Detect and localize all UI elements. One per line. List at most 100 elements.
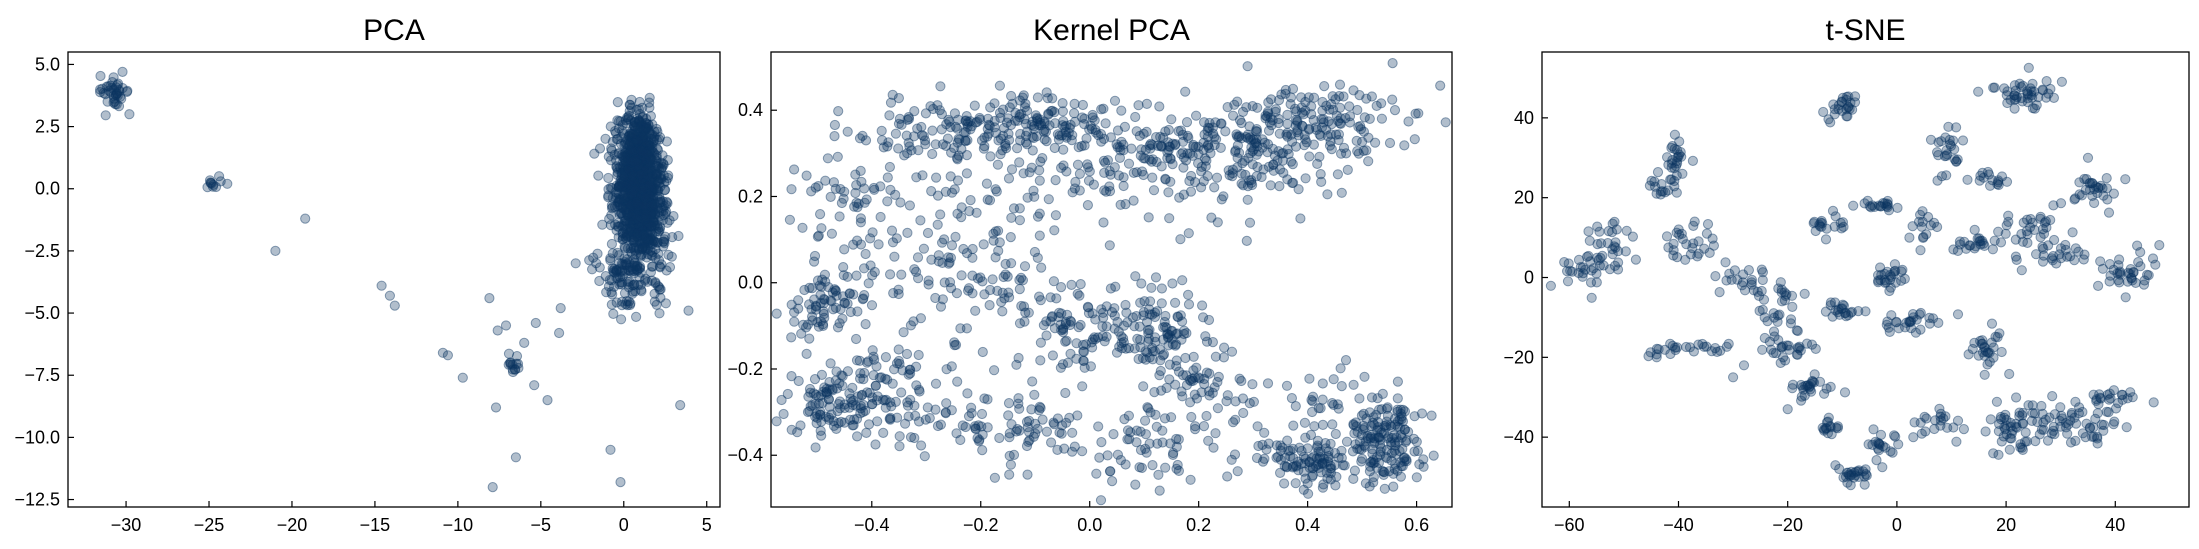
scatter-point-kernel-pca [1354, 393, 1365, 404]
scatter-point-pca [643, 197, 654, 208]
scatter-point-kernel-pca [1147, 172, 1158, 183]
scatter-point-kernel-pca [1164, 141, 1176, 152]
scatter-point-pca [668, 211, 679, 222]
scatter-point-pca [635, 267, 647, 278]
scatter-point-pca [638, 169, 649, 180]
scatter-point-kernel-pca [1291, 106, 1302, 117]
scatter-point-pca [626, 160, 637, 171]
scatter-point-pca [627, 169, 638, 180]
scatter-point-kernel-pca [1205, 148, 1216, 159]
scatter-point-pca [649, 198, 661, 209]
scatter-point-kernel-pca [922, 402, 933, 413]
scatter-point-pca [647, 234, 659, 246]
scatter-point-kernel-pca [1057, 106, 1069, 117]
x-tick-label: 0.6 [1404, 515, 1429, 535]
scatter-point-kernel-pca [839, 186, 850, 197]
scatter-point-pca [631, 198, 642, 209]
scatter-point-pca [656, 205, 667, 216]
scatter-point-kernel-pca [1303, 488, 1314, 499]
scatter-point-kernel-pca [842, 366, 854, 377]
scatter-point-pca [636, 202, 648, 213]
scatter-point-pca [616, 181, 627, 192]
scatter-point-pca [628, 237, 639, 248]
scatter-point-kernel-pca [1014, 203, 1025, 214]
scatter-point-tsne [1899, 273, 1910, 284]
scatter-point-kernel-pca [1015, 128, 1026, 140]
scatter-point-pca [643, 166, 654, 177]
scatter-point-kernel-pca [1032, 92, 1044, 103]
scatter-point-pca [632, 178, 643, 189]
scatter-point-kernel-pca [946, 187, 958, 198]
scatter-point-pca [124, 109, 135, 120]
scatter-point-kernel-pca [913, 273, 924, 284]
scatter-point-pca [616, 132, 627, 143]
scatter-point-tsne [1871, 455, 1882, 466]
scatter-point-kernel-pca [1074, 168, 1086, 179]
scatter-point-kernel-pca [1062, 309, 1073, 320]
scatter-point-kernel-pca [1060, 387, 1071, 399]
scatter-point-kernel-pca [1095, 495, 1107, 506]
scatter-point-pca [647, 174, 658, 185]
scatter-point-pca [630, 249, 642, 260]
scatter-point-kernel-pca [1372, 425, 1383, 436]
scatter-point-kernel-pca [1000, 269, 1011, 280]
scatter-point-pca [632, 181, 643, 192]
scatter-point-pca [638, 181, 649, 192]
scatter-point-kernel-pca [1138, 381, 1149, 392]
scatter-point-tsne [2138, 279, 2150, 290]
scatter-point-tsne [1929, 423, 1940, 435]
scatter-point-pca [635, 205, 646, 217]
scatter-point-pca [612, 197, 624, 208]
scatter-point-kernel-pca [1411, 472, 1422, 483]
scatter-point-kernel-pca [1096, 136, 1107, 147]
scatter-point-pca [628, 184, 639, 195]
scatter-point-kernel-pca [1341, 436, 1353, 447]
scatter-point-kernel-pca [930, 139, 941, 150]
scatter-point-pca [487, 482, 498, 493]
y-tick-label: −10.0 [14, 427, 60, 447]
scatter-point-tsne [1585, 277, 1597, 288]
scatter-point-kernel-pca [829, 119, 841, 131]
scatter-point-kernel-pca [901, 348, 913, 360]
scatter-point-kernel-pca [1000, 258, 1011, 270]
scatter-point-tsne [2037, 85, 2049, 96]
scatter-point-pca [484, 293, 495, 304]
scatter-point-tsne [1897, 264, 1908, 275]
scatter-point-kernel-pca [1257, 456, 1269, 467]
scatter-point-kernel-pca [1373, 457, 1385, 468]
scatter-point-kernel-pca [1079, 362, 1090, 373]
scatter-point-tsne [1942, 422, 1953, 433]
scatter-point-tsne [1671, 187, 1682, 198]
y-tick-label: −5.0 [24, 303, 60, 323]
scatter-point-pca [638, 159, 649, 170]
scatter-point-kernel-pca [1014, 403, 1025, 414]
scatter-point-kernel-pca [1052, 129, 1064, 140]
scatter-point-tsne [1757, 344, 1768, 355]
scatter-point-tsne [2104, 259, 2115, 270]
scatter-point-kernel-pca [1034, 405, 1045, 416]
scatter-point-pca [622, 199, 633, 210]
scatter-point-pca [648, 199, 660, 210]
scatter-point-kernel-pca [1157, 425, 1168, 436]
scatter-point-kernel-pca [1230, 414, 1241, 425]
scatter-point-pca [642, 123, 654, 134]
scatter-point-pca [637, 196, 649, 207]
scatter-point-pca [644, 153, 655, 165]
scatter-point-pca [630, 226, 641, 237]
scatter-point-kernel-pca [1030, 418, 1041, 429]
scatter-point-pca [614, 181, 625, 192]
scatter-point-pca [635, 176, 646, 187]
scatter-point-pca [653, 176, 664, 187]
scatter-point-kernel-pca [1295, 213, 1306, 224]
scatter-point-pca [619, 165, 630, 176]
scatter-point-kernel-pca [1203, 314, 1215, 326]
scatter-point-kernel-pca [815, 316, 827, 327]
scatter-point-pca [630, 215, 641, 226]
scatter-point-pca [624, 139, 635, 150]
scatter-point-pca [619, 181, 630, 192]
scatter-point-tsne [1768, 326, 1780, 337]
scatter-point-kernel-pca [1304, 462, 1315, 473]
scatter-point-tsne [2030, 436, 2041, 447]
scatter-point-kernel-pca [1097, 321, 1108, 332]
scatter-point-kernel-pca [868, 351, 879, 362]
